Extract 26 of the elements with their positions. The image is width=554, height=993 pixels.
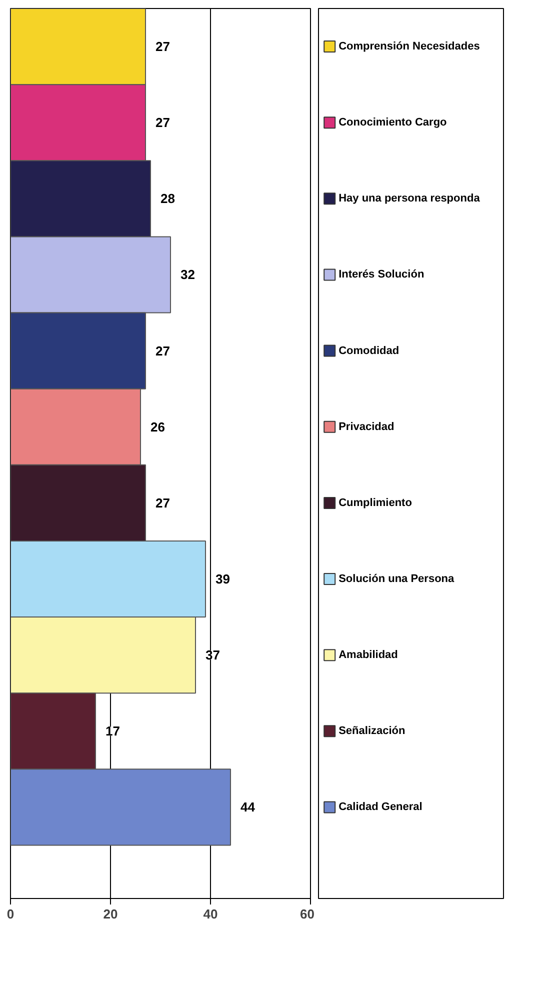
legend-label: Comprensión Necesidades <box>338 40 480 53</box>
data-label: 27 <box>156 343 170 358</box>
legend-label: Hay una persona responda <box>338 192 481 205</box>
data-label: 27 <box>156 115 170 130</box>
legend-label: Amabilidad <box>338 649 398 662</box>
data-label: 27 <box>156 39 170 54</box>
legend-label: Señalización <box>338 725 406 738</box>
legend-label: Cumplimiento <box>338 496 412 509</box>
data-label: 44 <box>240 800 256 815</box>
data-label: 28 <box>160 191 175 206</box>
x-tick-label: 0 <box>6 906 14 922</box>
data-label: 17 <box>106 724 120 739</box>
legend-label: Comodidad <box>338 344 400 357</box>
x-tick-label: 40 <box>203 906 218 922</box>
data-label: 32 <box>180 267 195 282</box>
legend-label: Conocimiento Cargo <box>338 116 448 129</box>
legend-label: Solución una Persona <box>338 573 456 586</box>
x-tick-label: 20 <box>103 906 118 922</box>
data-label: 39 <box>216 572 230 587</box>
legend-label: Privacidad <box>338 420 394 433</box>
data-label: 27 <box>156 495 170 510</box>
x-tick-label: 60 <box>300 906 315 922</box>
data-label: 26 <box>150 419 165 434</box>
legend-label: Calidad General <box>338 801 422 814</box>
data-label: 37 <box>206 648 220 663</box>
legend-label: Interés Solución <box>338 268 424 281</box>
